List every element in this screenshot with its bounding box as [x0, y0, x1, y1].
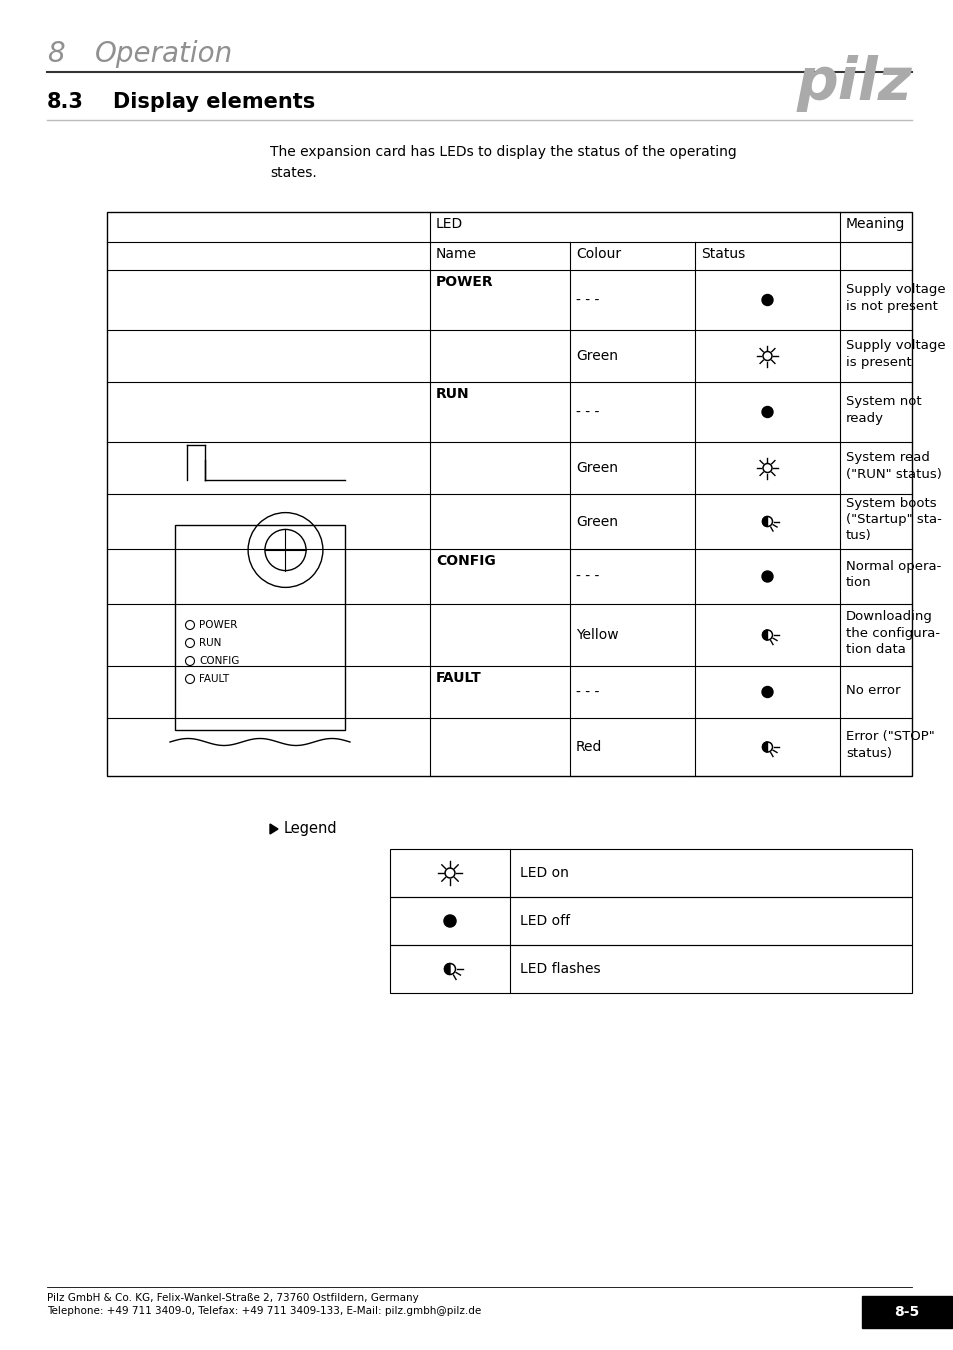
- Text: LED: LED: [436, 217, 463, 231]
- Text: FAULT: FAULT: [199, 674, 229, 684]
- Text: System read
("RUN" status): System read ("RUN" status): [845, 451, 941, 481]
- Text: Downloading
the configura-
tion data: Downloading the configura- tion data: [845, 610, 939, 656]
- Text: LED flashes: LED flashes: [519, 963, 600, 976]
- Bar: [107, 212, 911, 776]
- Text: Operation: Operation: [95, 40, 233, 68]
- Text: POWER: POWER: [199, 620, 237, 630]
- Circle shape: [762, 351, 771, 360]
- Polygon shape: [761, 743, 767, 752]
- Text: System boots
("Startup" sta-
tus): System boots ("Startup" sta- tus): [845, 497, 941, 543]
- Bar: [862, 1296, 951, 1328]
- Circle shape: [761, 687, 772, 698]
- Circle shape: [761, 406, 772, 417]
- Text: Status: Status: [700, 247, 744, 261]
- Circle shape: [762, 463, 771, 472]
- Text: Red: Red: [576, 740, 601, 755]
- Text: 8-5: 8-5: [893, 1305, 919, 1319]
- Polygon shape: [270, 824, 277, 834]
- Text: Colour: Colour: [576, 247, 620, 261]
- Bar: [390, 896, 911, 945]
- Text: Meaning: Meaning: [845, 217, 904, 231]
- Polygon shape: [761, 630, 767, 640]
- Text: Legend: Legend: [284, 822, 337, 837]
- Text: Yellow: Yellow: [576, 628, 618, 643]
- Text: CONFIG: CONFIG: [199, 656, 239, 666]
- Polygon shape: [444, 964, 450, 975]
- Text: Display elements: Display elements: [112, 92, 314, 112]
- Text: Green: Green: [576, 350, 618, 363]
- Text: Green: Green: [576, 514, 618, 528]
- Text: - - -: - - -: [576, 405, 598, 418]
- Text: pilz: pilz: [796, 55, 911, 112]
- Text: 8: 8: [47, 40, 65, 68]
- Text: - - -: - - -: [576, 293, 598, 306]
- Bar: [390, 945, 911, 994]
- Text: System not
ready: System not ready: [845, 396, 921, 425]
- Text: Supply voltage
is present: Supply voltage is present: [845, 339, 944, 369]
- Text: FAULT: FAULT: [436, 671, 481, 684]
- Text: Telephone: +49 711 3409-0, Telefax: +49 711 3409-133, E-Mail: pilz.gmbh@pilz.de: Telephone: +49 711 3409-0, Telefax: +49 …: [47, 1305, 480, 1316]
- Circle shape: [761, 571, 772, 582]
- Text: CONFIG: CONFIG: [436, 554, 496, 568]
- Text: LED off: LED off: [519, 914, 570, 927]
- Text: No error: No error: [845, 683, 900, 697]
- Text: Supply voltage
is not present: Supply voltage is not present: [845, 284, 944, 313]
- Text: - - -: - - -: [576, 684, 598, 699]
- Text: - - -: - - -: [576, 570, 598, 583]
- Text: RUN: RUN: [199, 639, 221, 648]
- Text: Name: Name: [436, 247, 476, 261]
- Text: Pilz GmbH & Co. KG, Felix-Wankel-Straße 2, 73760 Ostfildern, Germany: Pilz GmbH & Co. KG, Felix-Wankel-Straße …: [47, 1293, 418, 1303]
- Text: Normal opera-
tion: Normal opera- tion: [845, 560, 941, 589]
- Text: Green: Green: [576, 460, 618, 475]
- Text: The expansion card has LEDs to display the status of the operating
states.: The expansion card has LEDs to display t…: [270, 144, 736, 180]
- Text: Error ("STOP"
status): Error ("STOP" status): [845, 730, 934, 760]
- Circle shape: [443, 915, 456, 927]
- Bar: [390, 849, 911, 896]
- Circle shape: [445, 868, 455, 878]
- Text: LED on: LED on: [519, 865, 568, 880]
- Text: 8.3: 8.3: [47, 92, 84, 112]
- Bar: [174, 525, 345, 730]
- Text: POWER: POWER: [436, 275, 493, 289]
- Polygon shape: [761, 517, 767, 526]
- Text: RUN: RUN: [436, 387, 469, 401]
- Circle shape: [761, 294, 772, 305]
